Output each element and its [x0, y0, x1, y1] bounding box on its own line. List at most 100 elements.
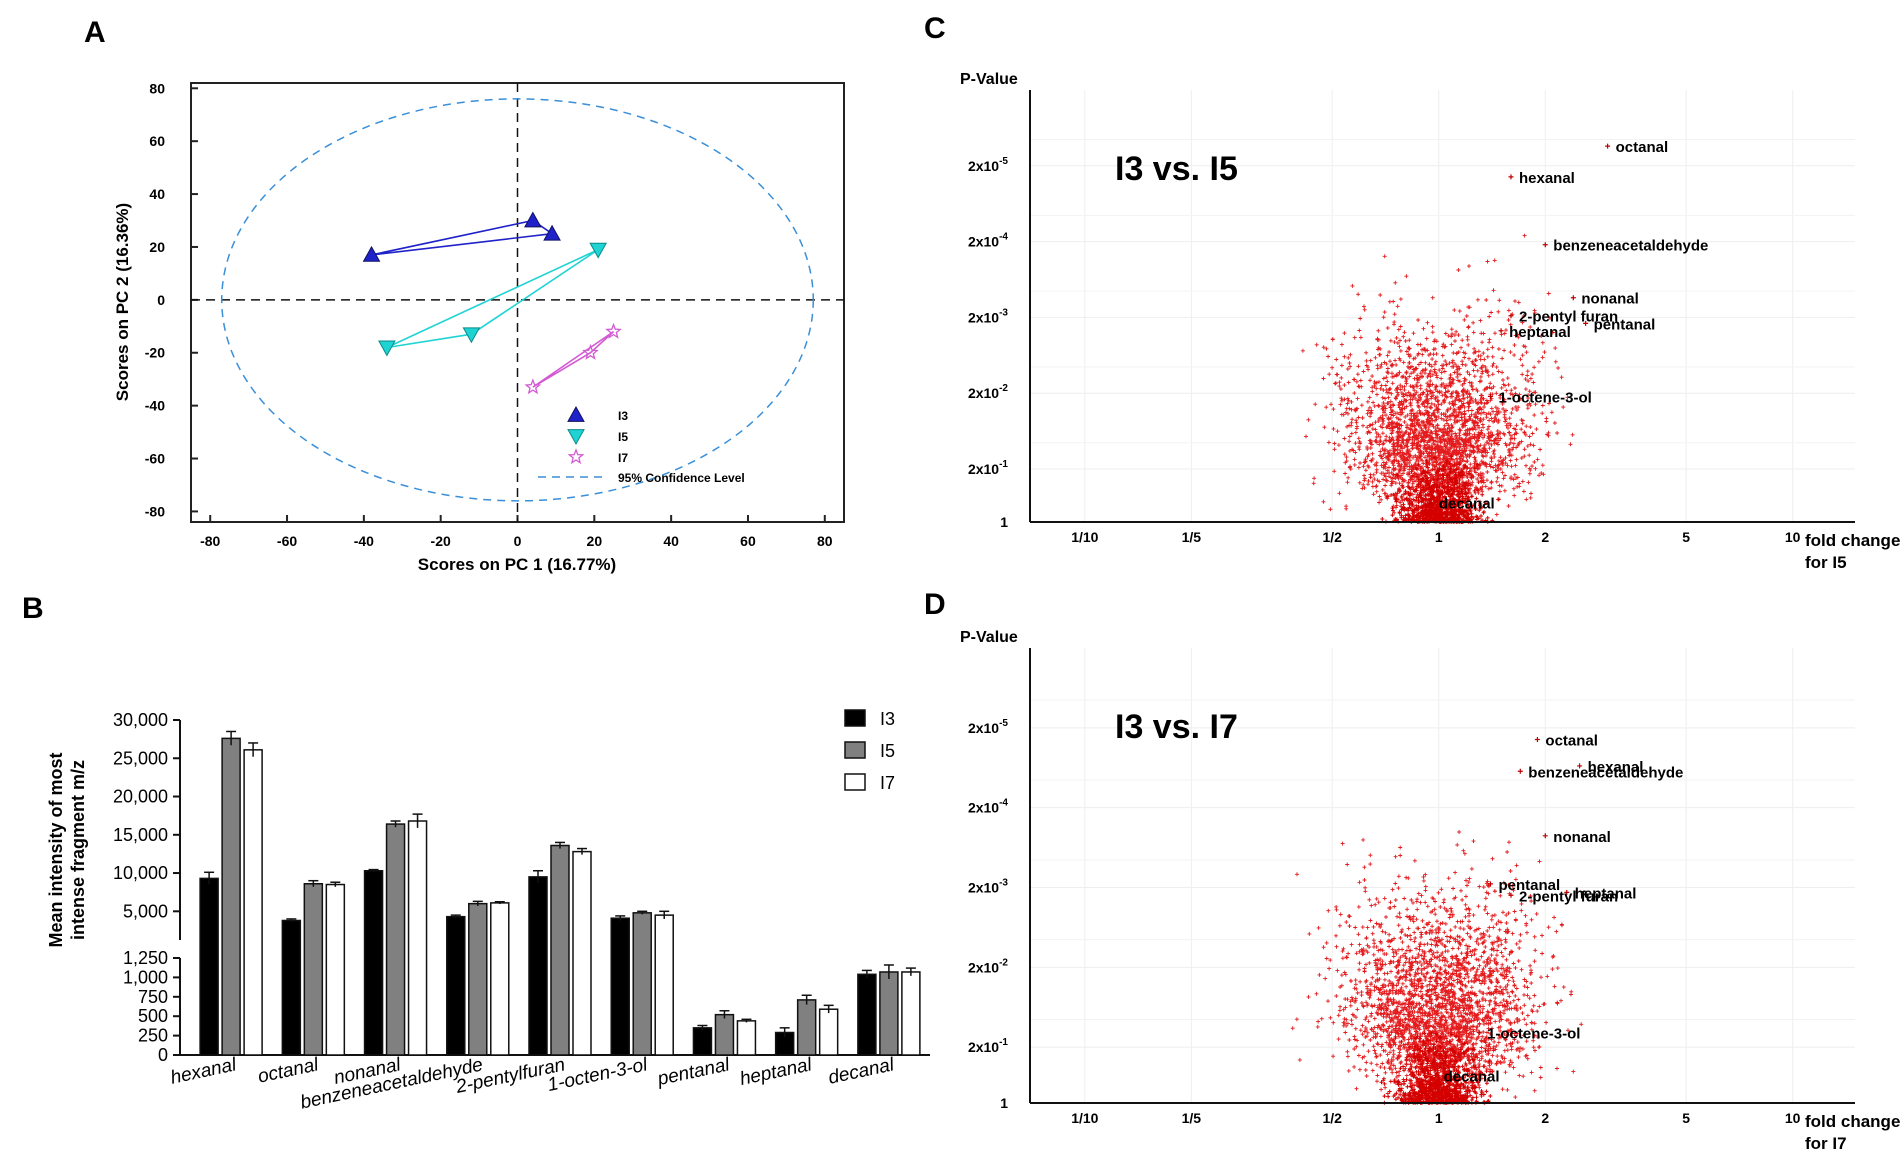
pca-x-tick-label: -80: [200, 533, 220, 549]
pca-group-outline-i7: [532, 330, 615, 388]
volcano-point-label: heptanal: [1509, 324, 1571, 341]
volcano-x-axis-label-line1: fold change: [1805, 531, 1900, 550]
bar-category-label: decanal: [826, 1054, 896, 1089]
bar-y-tick-label: 750: [138, 987, 168, 1007]
bar-i3-pentanal: [692, 1027, 713, 1056]
volcano-x-tick-label: 1: [1435, 1110, 1443, 1126]
bar-i7-heptanal: [818, 1008, 839, 1056]
volcano-point-label: 1-octene-3-ol: [1498, 389, 1591, 406]
pca-y-tick-label: -60: [145, 451, 165, 467]
bar-legend-swatch-i3: [844, 709, 866, 727]
bar-y-label-line1: Mean intensity of most: [46, 752, 66, 947]
volcano-comparison-title: I3 vs. I7: [1115, 708, 1238, 746]
pca-zero-lines: [191, 83, 844, 522]
pca-y-tick-label: 20: [149, 239, 165, 255]
bar-chart-legend: I3 I5 I7: [844, 709, 895, 793]
bar-category-label: hexanal: [169, 1054, 239, 1089]
volcano-comparison-title: I3 vs. I5: [1115, 150, 1238, 188]
bar-legend-label-i7: I7: [880, 773, 895, 793]
volcano-y-tick-label: 2x10-3: [968, 307, 1008, 325]
volcano-x-tick-label: 5: [1682, 1110, 1690, 1126]
pca-x-tick-label: -60: [277, 533, 297, 549]
bar-y-tick-label: 1,250: [123, 948, 168, 968]
bar-i3-2-pentylfuran: [528, 876, 548, 1056]
volcano-x-tick-label: 10: [1785, 529, 1801, 545]
volcano-x-axis-label-line1: fold change: [1805, 1112, 1900, 1131]
pca-point-i3: [524, 211, 542, 228]
pca-y-tick-label: 80: [149, 80, 165, 96]
bar-y-tick-label: 500: [138, 1006, 168, 1026]
pca-x-tick-label: 80: [817, 533, 833, 549]
volcano-labeled-point: [1542, 833, 1548, 839]
volcano-point-label: pentanal: [1594, 316, 1656, 333]
bar-i5-benzeneacetaldehyde: [468, 902, 488, 1056]
pca-point-i5: [567, 429, 585, 446]
volcano-labeled-point: [1570, 295, 1576, 301]
bar-i5-pentanal: [714, 1013, 735, 1056]
bar-y-tick-label: 25,000: [113, 748, 168, 768]
pca-legend-label-i7: I7: [618, 451, 628, 465]
bar-legend-label-i3: I3: [880, 709, 895, 729]
pca-point-i3: [567, 405, 585, 422]
bar-y-tick-label: 1,000: [123, 967, 168, 987]
pca-x-tick-label: 0: [514, 533, 522, 549]
volcano-y-axis-label: P-Value: [960, 71, 1018, 88]
bar-i5-nonanal: [385, 823, 406, 1056]
volcano-labeled-point: [1487, 881, 1493, 887]
bar-y-tick-label: 5,000: [123, 901, 168, 921]
volcano-point-label: benzeneacetaldehyde: [1528, 764, 1683, 781]
volcano-y-tick-label: 2x10-2: [968, 957, 1008, 975]
volcano-x-tick-label: 1/10: [1071, 529, 1098, 545]
bar-chart-category-labels: hexanal octanal nonanalbenzeneacetaldehyde…: [169, 1054, 897, 1113]
bar-y-tick-label: 20,000: [113, 787, 168, 807]
bar-i3-nonanal: [363, 869, 384, 1056]
volcano-labeled-point: [1487, 393, 1493, 399]
volcano-labeled-point: [1534, 737, 1540, 743]
pca-x-tick-label: -20: [431, 533, 451, 549]
pca-score-plot: -80 -60 -40 -20 0 20 40 60 80 80 60 40 20 0 -20 -40 -60 -…: [113, 80, 845, 574]
volcano-y-tick-label: 1: [1000, 514, 1008, 530]
bar-i7-pentanal: [736, 1020, 757, 1056]
bar-category-label: octanal: [256, 1054, 321, 1087]
pca-point-i3: [362, 245, 381, 262]
pca-y-tick-label: 0: [157, 292, 165, 308]
volcano-point-label: decanal: [1444, 1068, 1500, 1085]
bar-i3-hexanal: [199, 877, 219, 1056]
volcano-y-tick-label: 2x10-4: [968, 798, 1008, 816]
pca-point-i7: [524, 378, 542, 395]
pca-point-i3: [543, 224, 561, 241]
volcano-point-label: hexanal: [1588, 759, 1644, 776]
bar-i3-octanal: [281, 919, 302, 1056]
pca-x-tick-label: -40: [354, 533, 374, 549]
volcano-points-core: [1379, 1031, 1493, 1105]
pca-legend-label-i3: I3: [618, 409, 628, 423]
bar-y-tick-label: 250: [138, 1026, 168, 1046]
volcano-point-label: octanal: [1616, 139, 1669, 156]
pca-legend-confidence-label: 95% Confidence Level: [618, 471, 745, 485]
bar-category-label: pentanal: [655, 1054, 732, 1090]
pca-point-i7: [567, 448, 585, 465]
pca-x-tick-label: 60: [740, 533, 756, 549]
volcano-y-tick-label: 2x10-5: [968, 718, 1008, 736]
pca-confidence-ellipse-shape: [220, 98, 815, 502]
volcano-points-core: [1368, 454, 1501, 524]
volcano-labeled-point: [1542, 242, 1548, 248]
bar-i7-benzeneacetaldehyde: [490, 902, 510, 1056]
bar-i7-hexanal: [243, 749, 263, 1056]
pca-point-i7: [582, 343, 599, 360]
bar-legend-swatch-i7: [844, 773, 866, 791]
volcano-x-tick-label: 2: [1541, 1110, 1549, 1126]
volcano-labeled-point: [1583, 320, 1589, 326]
bar-chart-y-label: Mean intensity of most intense fragment …: [46, 752, 88, 947]
pca-y-tick-label: -20: [145, 345, 165, 361]
volcano-point-label: 1-octene-3-ol: [1487, 1025, 1580, 1042]
pca-y-axis-label: Scores on PC 2 (16.36%): [113, 203, 132, 401]
volcano-labeled-point: [1508, 313, 1514, 319]
bar-i5-1-octen-3-ol: [632, 912, 652, 1056]
pca-point-i5: [378, 340, 396, 357]
pca-legend: I3 I5 I7 95% Confidence Level: [538, 405, 745, 485]
bar-i3-decanal: [857, 973, 877, 1056]
volcano-plot-i3-vs-i7: 1/10 1/5 1/2 1 2 5 10 2x10-5 2x10-4 2x10-3 2x10-2 2…: [960, 629, 1900, 1153]
pca-y-tick-label: 60: [149, 133, 165, 149]
